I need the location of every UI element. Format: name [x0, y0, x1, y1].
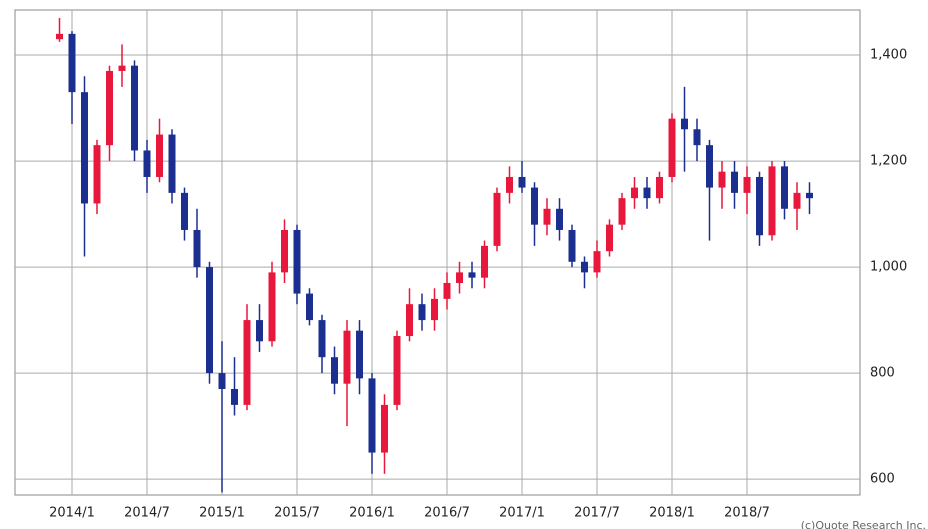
candle-body [706, 145, 713, 188]
candle-body [731, 171, 738, 193]
candle-body [681, 118, 688, 130]
candle-body [656, 176, 663, 199]
candle-body [481, 245, 488, 278]
candle-body [631, 187, 638, 199]
candle-body [268, 272, 276, 342]
candle-body [768, 166, 776, 236]
candle-body [593, 251, 601, 273]
candle-body [118, 65, 126, 71]
candle-body [156, 134, 163, 177]
y-tick-label: 800 [870, 366, 895, 381]
candle-body [68, 33, 76, 93]
y-tick-label: 1,000 [870, 260, 907, 275]
x-tick-label: 2014/1 [49, 506, 95, 521]
candle-body [293, 229, 301, 294]
candle-body [206, 267, 213, 374]
candle-body [718, 171, 726, 188]
candle-body [693, 129, 701, 146]
candle-body [556, 208, 563, 230]
candle-body [668, 118, 676, 177]
candle-body [568, 229, 576, 262]
candle-body [243, 320, 251, 405]
candle-body [231, 388, 238, 405]
candle-body [756, 176, 763, 236]
credit: (c)Quote Research Inc. [801, 519, 926, 529]
candle-body [406, 304, 413, 336]
x-tick-label: 2017/1 [499, 506, 545, 521]
candle-body [106, 70, 113, 146]
candle-body [506, 176, 513, 193]
candle-body [793, 192, 801, 209]
candle-body [131, 65, 138, 151]
candle-body [93, 145, 101, 204]
candle-body [318, 320, 326, 358]
candle-body [518, 176, 526, 188]
candle-body [181, 192, 188, 230]
x-tick-label: 2016/1 [349, 506, 395, 521]
candle-body [743, 176, 751, 193]
candle-body [643, 187, 651, 199]
x-tick-label: 2018/1 [649, 506, 695, 521]
candle-body [281, 229, 288, 273]
x-tick-label: 2014/7 [124, 506, 170, 521]
y-tick-label: 1,400 [870, 48, 907, 63]
x-tick-label: 2018/7 [724, 506, 770, 521]
candle-body [331, 357, 338, 384]
candle-body [456, 272, 463, 283]
candle-body [531, 187, 538, 225]
candle-body [356, 330, 363, 379]
candle-body [143, 150, 151, 177]
candle-body [418, 304, 426, 321]
x-tick-label: 2015/7 [274, 506, 320, 521]
candle-body [256, 320, 263, 342]
candle-body [393, 335, 401, 405]
x-tick-label: 2016/7 [424, 506, 470, 521]
candle-body [781, 166, 788, 209]
x-tick-label: 2017/7 [574, 506, 620, 521]
x-tick-label: 2015/1 [199, 506, 245, 521]
plot-frame [14, 9, 861, 496]
candle-body [443, 282, 451, 299]
candle-body [168, 134, 176, 193]
candle-body [193, 229, 201, 268]
y-tick-label: 1,200 [870, 154, 907, 169]
y-tick-label: 600 [870, 472, 895, 487]
candle-body [306, 293, 313, 321]
candle-body [618, 198, 626, 225]
candle-body [431, 298, 438, 321]
candle-body [56, 33, 63, 40]
candle-body [343, 330, 351, 384]
candle-body [218, 373, 226, 389]
candle-body [493, 192, 501, 246]
candle-body [543, 208, 551, 225]
candle-body [81, 92, 88, 204]
candle-body [581, 261, 588, 273]
candle-body [368, 378, 376, 453]
candle-body [381, 404, 388, 453]
candle-body [806, 192, 813, 199]
candle-body [468, 272, 476, 278]
candle-body [606, 224, 613, 252]
